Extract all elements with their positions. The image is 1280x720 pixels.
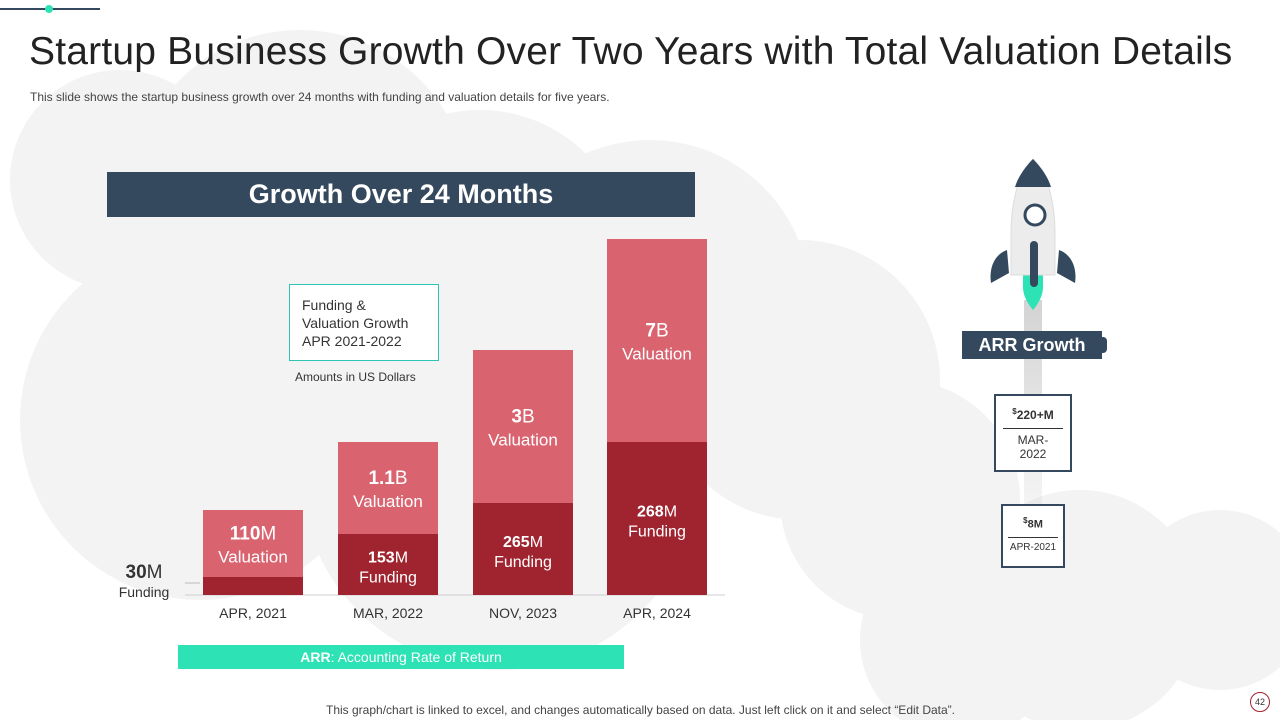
funding-ext-num: 30	[125, 562, 147, 583]
funding-label-value: 268M	[637, 504, 677, 521]
valuation-bar	[473, 350, 573, 503]
funding-bar	[203, 577, 303, 595]
chart-banner: Growth Over 24 Months	[107, 172, 695, 217]
funding-label-word: Funding	[628, 524, 686, 541]
funding-label-word: Funding	[494, 554, 552, 571]
arr-card-divider	[1003, 428, 1063, 429]
funding-ext-unit: M	[146, 562, 163, 583]
arr-card-mar-2022: $220+M MAR-2022	[994, 394, 1072, 472]
funding-label-value: 153M	[368, 550, 408, 567]
arr-legend-text: : Accounting Rate of Return	[330, 649, 502, 665]
arr-value: 220+M	[1016, 408, 1054, 422]
arr-legend-bar: ARR: Accounting Rate of Return	[178, 645, 624, 669]
arr-currency: $	[1012, 407, 1017, 416]
arr-value: 8M	[1027, 518, 1043, 531]
x-tick-label: APR, 2021	[219, 605, 287, 621]
arr-card-divider	[1008, 536, 1058, 538]
footnote: This graph/chart is linked to excel, and…	[326, 703, 955, 717]
funding-bar	[473, 503, 573, 595]
valuation-label-value: 110M	[230, 524, 276, 545]
page-number: 42	[1250, 692, 1270, 712]
x-tick-label: MAR, 2022	[353, 605, 423, 621]
valuation-label-value: 3B	[511, 407, 534, 428]
arr-date: MAR-2022	[1017, 433, 1049, 461]
x-tick-label: NOV, 2023	[489, 605, 557, 621]
funding-label-value: 265M	[503, 534, 543, 551]
arr-currency: $	[1023, 516, 1028, 525]
amounts-note: Amounts in US Dollars	[295, 370, 416, 384]
legend-box: Funding & Valuation Growth APR 2021-2022	[289, 284, 439, 361]
arr-legend-abbr: ARR	[300, 649, 331, 665]
valuation-label-value: 7B	[645, 321, 668, 342]
valuation-label-word: Valuation	[622, 345, 692, 364]
valuation-bar	[607, 239, 707, 442]
valuation-bar	[338, 442, 438, 534]
valuation-bar	[203, 510, 303, 577]
slide-title: Startup Business Growth Over Two Years w…	[29, 30, 1233, 73]
valuation-label-value: 1.1B	[368, 468, 407, 489]
slide-subtitle: This slide shows the startup business gr…	[30, 90, 610, 104]
funding-bar	[607, 442, 707, 595]
arr-date: APR-2021	[1009, 541, 1057, 553]
arr-title-notch	[1099, 337, 1107, 353]
x-tick-label: APR, 2024	[623, 605, 691, 621]
arr-card-apr-2021: $8M APR-2021	[1001, 504, 1065, 568]
top-accent-dot	[45, 5, 53, 13]
valuation-label-word: Valuation	[488, 431, 558, 450]
funding-bar	[338, 534, 438, 595]
rocket-icon	[990, 158, 1076, 310]
valuation-label-word: Valuation	[353, 492, 423, 511]
funding-ext-word: Funding	[118, 584, 170, 600]
funding-label-external: 30M Funding	[118, 562, 170, 600]
funding-label-word: Funding	[359, 570, 417, 587]
arr-growth-title: ARR Growth	[962, 331, 1102, 359]
valuation-label-word: Valuation	[218, 548, 288, 567]
legend-box-text: Funding & Valuation Growth APR 2021-2022	[302, 297, 409, 349]
